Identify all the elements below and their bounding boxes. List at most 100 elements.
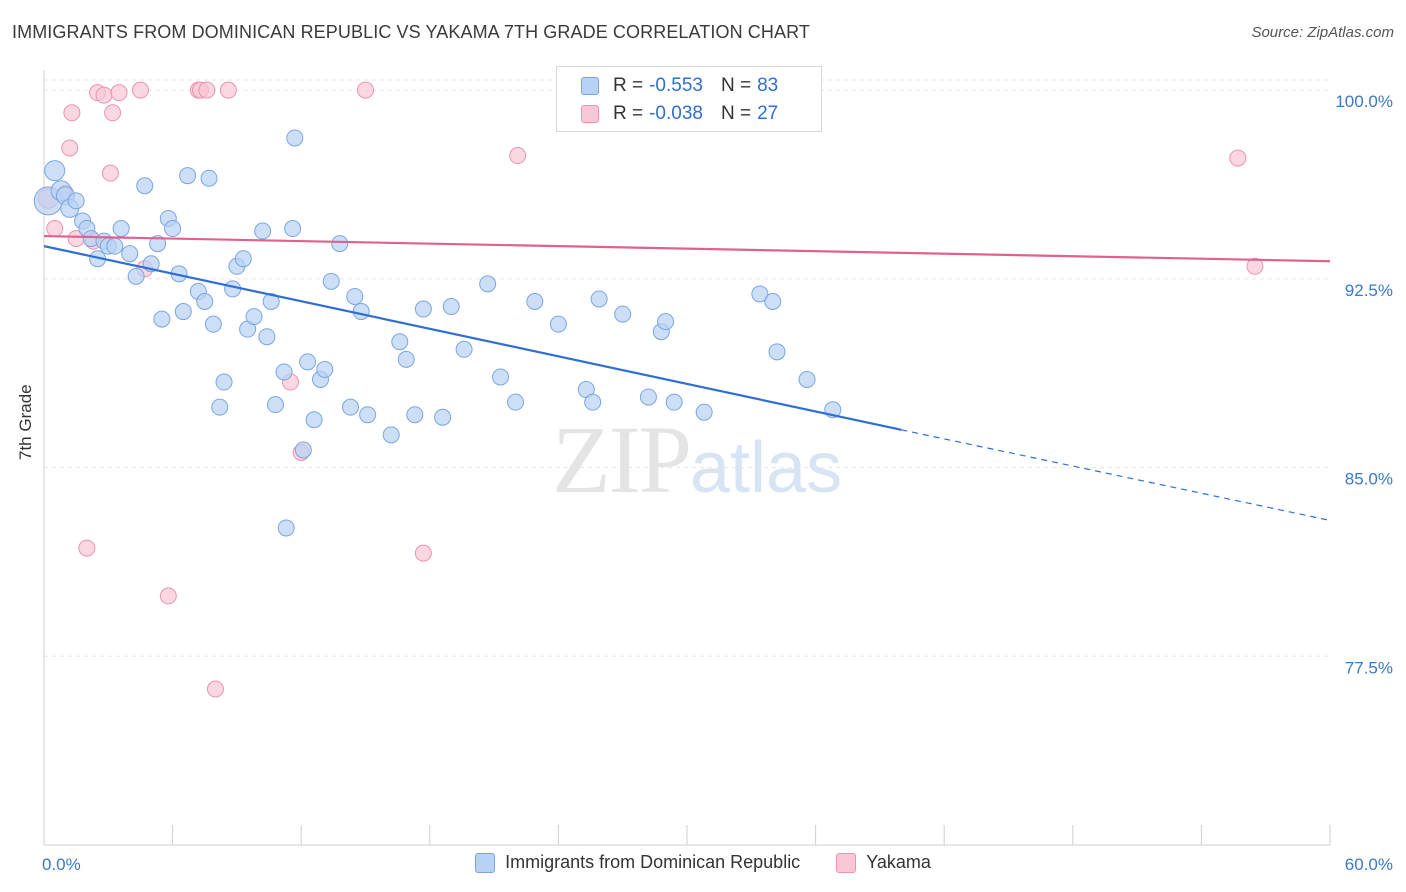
n-label: N = bbox=[720, 103, 752, 124]
yakama-point bbox=[63, 104, 81, 122]
dominican-point bbox=[322, 272, 340, 290]
dominican-point bbox=[266, 396, 284, 414]
yakama-point bbox=[78, 539, 96, 557]
dominican-point bbox=[590, 290, 608, 308]
dominican-point bbox=[614, 305, 632, 323]
dominican-point bbox=[224, 280, 242, 298]
yakama-point bbox=[131, 81, 149, 99]
dominican-point bbox=[149, 235, 167, 253]
yakama-point bbox=[110, 84, 128, 102]
yakama-point bbox=[509, 147, 527, 165]
dominican-point bbox=[768, 343, 786, 361]
dominican-point bbox=[258, 328, 276, 346]
legend-swatch-blue bbox=[581, 77, 599, 95]
dominican-point bbox=[275, 363, 293, 381]
dominican-point bbox=[196, 292, 214, 310]
legend-label: Immigrants from Dominican Republic bbox=[505, 852, 801, 872]
dominican-point bbox=[442, 298, 460, 316]
n-value: 27 bbox=[757, 103, 779, 124]
dominican-point bbox=[106, 237, 124, 255]
dominican-point bbox=[526, 292, 544, 310]
dominican-point bbox=[286, 129, 304, 147]
legend-item-yakama[interactable]: Yakama bbox=[836, 852, 931, 873]
dominican-point bbox=[391, 333, 409, 351]
x-tick-label: 60.0% bbox=[1345, 855, 1393, 874]
dominican-trendline-extension bbox=[901, 429, 1331, 521]
dominican-point bbox=[164, 220, 182, 238]
dominican-trendline bbox=[43, 245, 902, 431]
y-tick-label: 85.0% bbox=[1345, 470, 1393, 489]
yakama-point bbox=[206, 680, 224, 698]
y-tick-label: 92.5% bbox=[1345, 281, 1393, 300]
dominican-point bbox=[382, 426, 400, 444]
dominican-point bbox=[112, 220, 130, 238]
r-value: -0.553 bbox=[649, 75, 703, 96]
dominican-point bbox=[153, 310, 171, 328]
yakama-point bbox=[219, 81, 237, 99]
n-value: 83 bbox=[757, 75, 779, 96]
y-tick-label: 77.5% bbox=[1345, 658, 1393, 677]
dominican-point bbox=[234, 250, 252, 268]
dominican-point bbox=[492, 368, 510, 386]
yakama-point bbox=[95, 86, 113, 104]
legend-swatch-pink bbox=[581, 105, 599, 123]
dominican-point bbox=[245, 308, 263, 326]
dominican-point bbox=[798, 370, 816, 388]
dominican-point bbox=[277, 519, 295, 537]
dominican-point bbox=[352, 303, 370, 321]
dominican-point bbox=[211, 398, 229, 416]
dominican-point bbox=[549, 315, 567, 333]
dominican-point bbox=[639, 388, 657, 406]
y-tick-label: 100.0% bbox=[1335, 92, 1393, 111]
dominican-point bbox=[262, 292, 280, 310]
dominican-point bbox=[204, 315, 222, 333]
dominican-point bbox=[316, 360, 334, 378]
yakama-point bbox=[357, 81, 374, 99]
dominican-point bbox=[657, 313, 675, 331]
dominican-point bbox=[215, 373, 233, 391]
legend-swatch-pink bbox=[836, 852, 857, 873]
dominican-point bbox=[294, 441, 312, 459]
dominican-point bbox=[179, 167, 197, 185]
yakama-point bbox=[414, 544, 432, 562]
dominican-point bbox=[584, 393, 602, 411]
yakama-point bbox=[101, 164, 119, 182]
stats-legend-row-blue: R = -0.553 N = 83 bbox=[581, 74, 778, 98]
r-value: -0.038 bbox=[649, 103, 703, 124]
chart-title: IMMIGRANTS FROM DOMINICAN REPUBLIC VS YA… bbox=[12, 22, 810, 42]
r-label: R = bbox=[613, 103, 644, 124]
legend-swatch-blue bbox=[475, 852, 496, 873]
yakama-point bbox=[1246, 257, 1264, 275]
dominican-point bbox=[455, 340, 473, 358]
dominican-point bbox=[174, 303, 192, 321]
dominican-point bbox=[406, 406, 424, 424]
dominican-point bbox=[346, 287, 364, 305]
chart-source: Source: ZipAtlas.com bbox=[1251, 24, 1394, 41]
dominican-point bbox=[305, 411, 323, 429]
dominican-point bbox=[284, 220, 302, 238]
series-legend: Immigrants from Dominican Republic Yakam… bbox=[0, 852, 1406, 873]
yakama-point bbox=[104, 104, 122, 122]
watermark-zip: ZIP bbox=[552, 406, 692, 513]
dominican-point bbox=[695, 403, 713, 421]
dominican-point bbox=[751, 285, 769, 303]
dominican-point bbox=[299, 353, 317, 371]
n-label: N = bbox=[720, 75, 752, 96]
dominican-point bbox=[331, 235, 349, 253]
dominican-point bbox=[127, 267, 145, 285]
yakama-point bbox=[198, 81, 216, 99]
dominican-point bbox=[136, 177, 154, 195]
dominican-point bbox=[359, 406, 377, 424]
legend-item-dominican[interactable]: Immigrants from Dominican Republic bbox=[475, 852, 800, 873]
yakama-point bbox=[46, 220, 64, 238]
dominican-point bbox=[507, 393, 525, 411]
watermark: ZIPatlas bbox=[552, 404, 842, 515]
x-tick-label: 0.0% bbox=[42, 855, 81, 874]
dominican-point bbox=[341, 398, 359, 416]
yakama-trendline bbox=[43, 234, 1331, 263]
dominican-point bbox=[121, 245, 139, 263]
dominican-point bbox=[254, 222, 272, 240]
y-axis-label: 7th Grade bbox=[16, 384, 35, 460]
yakama-point bbox=[61, 139, 79, 157]
dominican-point bbox=[665, 393, 683, 411]
